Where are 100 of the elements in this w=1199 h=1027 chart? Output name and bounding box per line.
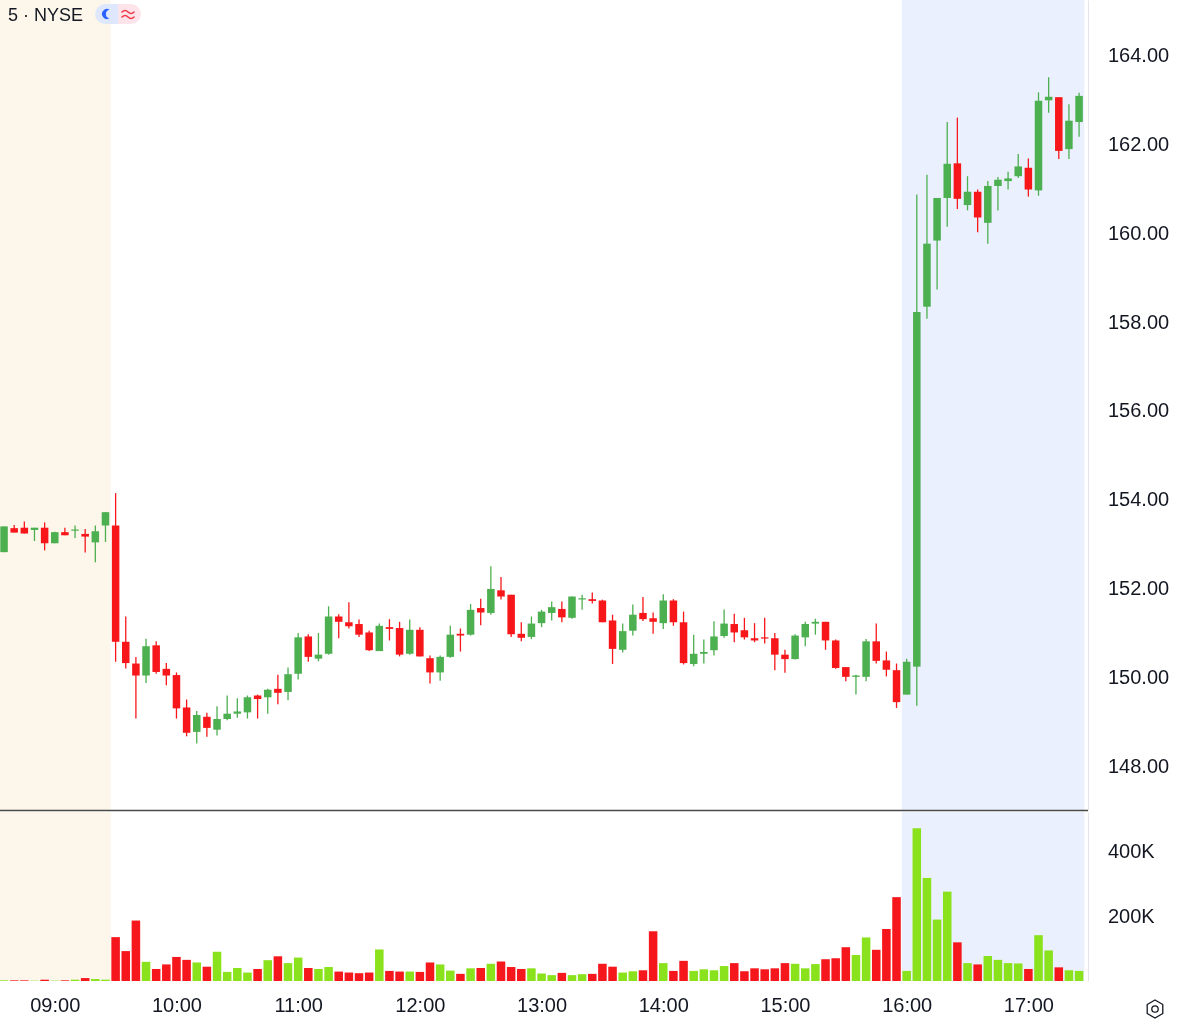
candlestick	[1014, 153, 1022, 179]
y-tick-label: 400K	[1108, 839, 1156, 862]
candlestick	[446, 625, 455, 659]
candlestick	[629, 603, 637, 637]
candlestick	[882, 650, 891, 678]
candlestick	[700, 638, 708, 665]
candlestick	[821, 621, 830, 651]
bar	[202, 966, 212, 981]
bar	[141, 961, 151, 981]
candlestick	[963, 175, 972, 212]
bar	[983, 955, 993, 981]
bar	[506, 967, 516, 981]
candlestick	[91, 524, 100, 563]
candlestick	[71, 524, 79, 539]
bar	[517, 968, 526, 981]
candlestick	[781, 649, 789, 674]
y-tick-label: 156.00	[1108, 399, 1170, 422]
candlestick	[527, 615, 536, 640]
candlestick	[122, 615, 130, 670]
bar	[466, 968, 475, 981]
bar	[496, 961, 506, 981]
candlestick	[314, 632, 323, 662]
x-tick-label: 09:00	[30, 994, 81, 1017]
bar	[709, 970, 719, 981]
candlestick	[456, 627, 465, 653]
candlestick	[203, 712, 211, 738]
y-tick-label: 200K	[1108, 904, 1156, 927]
bar	[304, 968, 313, 981]
bar	[283, 963, 293, 981]
x-tick-label: 15:00	[760, 994, 811, 1017]
y-tick-label: 164.00	[1108, 44, 1170, 67]
candlestick	[405, 618, 414, 656]
bar	[1074, 970, 1084, 981]
bar	[1024, 968, 1033, 981]
bar	[841, 947, 851, 981]
x-tick-label: 12:00	[395, 994, 446, 1017]
candlestick	[132, 656, 140, 720]
candlestick	[436, 654, 444, 682]
bar	[942, 891, 952, 981]
candlestick	[40, 521, 49, 552]
x-tick-label: 10:00	[151, 994, 202, 1017]
candlestick	[618, 622, 627, 654]
bar	[1013, 963, 1023, 981]
bar	[963, 963, 972, 981]
bar	[80, 978, 90, 981]
candlestick	[517, 621, 526, 642]
candlestick	[649, 611, 657, 635]
bar	[648, 931, 658, 981]
candlestick	[345, 601, 353, 630]
candlestick	[872, 622, 880, 665]
bar	[770, 968, 780, 981]
candlestick	[426, 654, 434, 685]
bar	[902, 970, 911, 981]
x-tick-label: 16:00	[882, 994, 933, 1017]
bar	[1064, 970, 1074, 981]
candlestick	[740, 617, 749, 641]
y-tick-label: 148.00	[1108, 754, 1170, 777]
candlestick	[385, 618, 394, 642]
candlestick	[497, 576, 505, 601]
bar	[375, 949, 384, 981]
candlestick	[791, 633, 799, 661]
bar	[253, 968, 262, 981]
bar	[567, 975, 577, 981]
y-tick-label: 158.00	[1108, 310, 1170, 333]
bar	[557, 972, 567, 981]
bar	[932, 919, 942, 981]
bar	[638, 970, 648, 981]
bar	[780, 963, 790, 981]
candlestick	[1004, 171, 1012, 191]
bar	[922, 877, 932, 981]
candlestick	[1024, 157, 1033, 198]
candlestick	[274, 673, 282, 706]
bar	[263, 960, 272, 981]
bar	[486, 963, 496, 981]
bar	[618, 972, 627, 981]
candlestick	[720, 608, 728, 639]
bar	[425, 962, 435, 981]
bar	[446, 970, 455, 981]
bar	[953, 942, 962, 981]
bar	[293, 957, 303, 981]
candlestick	[994, 176, 1002, 212]
y-tick-label: 160.00	[1108, 221, 1170, 244]
x-tick-label: 13:00	[517, 994, 568, 1017]
candlestick	[81, 528, 89, 554]
y-tick-label: 162.00	[1108, 133, 1170, 156]
bar	[659, 963, 668, 981]
bar	[405, 971, 414, 981]
bar	[628, 971, 638, 981]
candlestick	[558, 600, 566, 623]
candlestick	[547, 600, 556, 622]
candlestick	[669, 598, 678, 627]
bar	[354, 973, 364, 981]
bar	[912, 828, 922, 981]
bar	[689, 970, 698, 981]
candlestick	[801, 621, 810, 647]
bar	[851, 955, 861, 981]
bar	[993, 959, 1003, 981]
y-tick-label: 154.00	[1108, 488, 1170, 511]
candlestick	[304, 633, 313, 663]
candlestick	[730, 613, 739, 643]
